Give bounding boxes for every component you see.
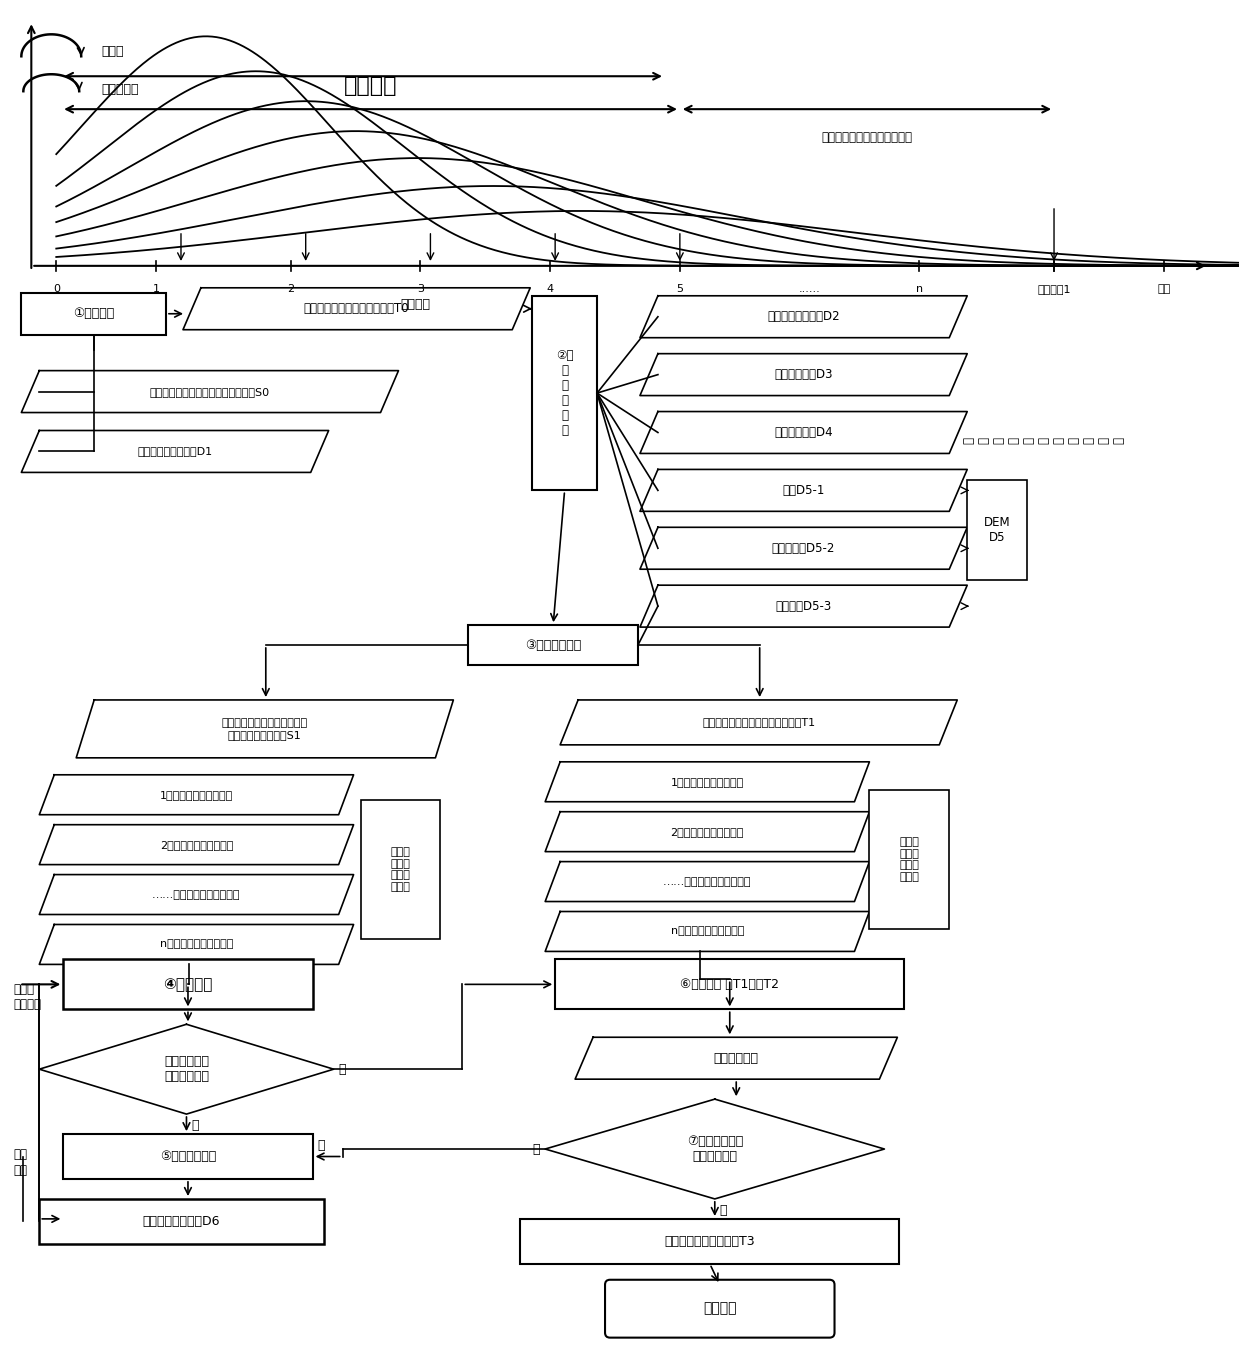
Text: 修正: 修正 (14, 1165, 27, 1178)
Polygon shape (640, 296, 967, 338)
Polygon shape (40, 774, 353, 815)
Polygon shape (40, 824, 353, 865)
FancyBboxPatch shape (63, 959, 312, 1009)
FancyBboxPatch shape (40, 1198, 324, 1244)
Polygon shape (546, 812, 869, 851)
Text: 2: 2 (288, 284, 294, 293)
Text: DEM
D5: DEM D5 (983, 516, 1011, 544)
Text: 模型精度检验
是否符合要求: 模型精度检验 是否符合要求 (164, 1055, 210, 1084)
FancyBboxPatch shape (361, 800, 440, 939)
Polygon shape (640, 469, 967, 511)
Polygon shape (560, 700, 957, 744)
Text: 待计算目标树种小班分布数据T0: 待计算目标树种小班分布数据T0 (304, 303, 409, 315)
FancyBboxPatch shape (532, 296, 596, 490)
Polygon shape (21, 431, 329, 473)
FancyBboxPatch shape (521, 1219, 899, 1263)
Polygon shape (40, 924, 353, 965)
Text: ……年树高、胸径小班分布: ……年树高、胸径小班分布 (153, 889, 241, 900)
Text: 太阳辐射量D5-2: 太阳辐射量D5-2 (773, 542, 836, 555)
Text: 各小班
经营管
理与自
然因子: 各小班 经营管 理与自 然因子 (391, 847, 410, 892)
Text: 1: 1 (153, 284, 160, 293)
Text: 外业调查结果数据D6: 外业调查结果数据D6 (143, 1215, 221, 1228)
Text: 历史目标树种树高、胸径与小班面积S0: 历史目标树种树高、胸径与小班面积S0 (150, 386, 270, 397)
Polygon shape (21, 370, 398, 412)
Text: 更新年度: 更新年度 (401, 297, 430, 311)
Text: 否: 否 (191, 1119, 198, 1132)
Polygon shape (546, 1100, 884, 1198)
Text: 是: 是 (719, 1204, 728, 1217)
FancyBboxPatch shape (63, 1133, 312, 1179)
Polygon shape (40, 874, 353, 915)
Polygon shape (640, 585, 967, 627)
FancyBboxPatch shape (967, 481, 1027, 580)
Text: n年树高、胸径小班分布: n年树高、胸径小班分布 (160, 939, 233, 950)
Text: 调查年度1: 调查年度1 (1038, 284, 1071, 293)
Text: 否: 否 (533, 1143, 541, 1155)
Text: 1年树高、胸径小班分布: 1年树高、胸径小班分布 (671, 777, 744, 786)
Text: ⑦检查成果数据
是否满足要求: ⑦检查成果数据 是否满足要求 (687, 1135, 743, 1163)
Text: 2年树高、胸径小班分布: 2年树高、胸径小班分布 (160, 840, 233, 850)
Text: 各小班
经营管
理与自
然因子: 各小班 经营管 理与自 然因子 (899, 838, 919, 882)
Text: 地形信息D5-3: 地形信息D5-3 (775, 600, 832, 612)
Text: 生成更新年度成果数据T3: 生成更新年度成果数据T3 (665, 1235, 755, 1248)
Text: 生物气候变量D4: 生物气候变量D4 (774, 426, 833, 439)
Text: 是: 是 (339, 1063, 346, 1075)
Polygon shape (640, 412, 967, 454)
FancyBboxPatch shape (469, 626, 637, 665)
Text: 土壤分布数据D3: 土壤分布数据D3 (774, 367, 833, 381)
Text: ①数据提取: ①数据提取 (73, 307, 114, 320)
Polygon shape (40, 1024, 334, 1115)
Text: ④模型训练: ④模型训练 (164, 977, 212, 992)
FancyBboxPatch shape (605, 1279, 835, 1337)
Text: 待计算小班按树种、年龄分层数据T1: 待计算小班按树种、年龄分层数据T1 (702, 717, 815, 727)
Text: 4: 4 (547, 284, 554, 293)
Text: n: n (916, 284, 923, 293)
FancyBboxPatch shape (556, 959, 904, 1009)
FancyBboxPatch shape (21, 293, 166, 335)
Text: 经
营
管
理
与
自
然
环
境
因
子: 经 营 管 理 与 自 然 环 境 因 子 (962, 436, 1126, 444)
FancyBboxPatch shape (869, 790, 950, 929)
Polygon shape (76, 700, 454, 758)
Text: 3: 3 (417, 284, 424, 293)
Text: 待计算年度森林资源分布数据: 待计算年度森林资源分布数据 (821, 131, 911, 145)
Text: ……年树高、胸径小班分布: ……年树高、胸径小班分布 (663, 877, 751, 886)
Text: 目标树种按年龄分层小班数据
（来源于调查数据）S1: 目标树种按年龄分层小班数据 （来源于调查数据）S1 (222, 719, 308, 740)
Text: 0: 0 (53, 284, 60, 293)
Text: 计算完成: 计算完成 (703, 1302, 737, 1316)
Polygon shape (184, 288, 531, 330)
Text: ⑥模型计算 由T1生成T2: ⑥模型计算 由T1生成T2 (681, 978, 779, 990)
Polygon shape (546, 862, 869, 901)
Text: ③小班数据分层: ③小班数据分层 (525, 639, 582, 651)
Text: 计算流: 计算流 (102, 45, 124, 58)
Text: 评价与校验: 评价与校验 (102, 82, 139, 96)
Text: 模型: 模型 (14, 1147, 27, 1161)
Text: 经营管理抚育数据D2: 经营管理抚育数据D2 (768, 311, 839, 323)
Text: ⑤模型精度修正: ⑤模型精度修正 (160, 1150, 216, 1163)
Text: 抽取数据: 抽取数据 (14, 998, 41, 1011)
Polygon shape (640, 527, 967, 569)
Text: 流域D5-1: 流域D5-1 (782, 484, 825, 497)
Text: ②地
理
区
域
统
计: ②地 理 区 域 统 计 (556, 349, 573, 438)
Text: 异常数据修正: 异常数据修正 (714, 1051, 759, 1065)
Text: n年树高、胸径小班分布: n年树高、胸径小班分布 (671, 927, 744, 936)
Text: 调查周期: 调查周期 (343, 76, 397, 96)
Text: 按年度: 按年度 (14, 984, 35, 996)
Text: 1年树高、胸径小班分布: 1年树高、胸径小班分布 (160, 790, 233, 800)
Text: 5: 5 (676, 284, 683, 293)
Text: 年度: 年度 (1157, 284, 1171, 293)
Polygon shape (546, 912, 869, 951)
Polygon shape (546, 762, 869, 801)
Polygon shape (575, 1038, 898, 1079)
Text: 是: 是 (317, 1139, 325, 1151)
Text: ......: ...... (799, 284, 821, 293)
Text: 2年树高、胸径小班分布: 2年树高、胸径小班分布 (671, 827, 744, 836)
Text: 目标树伐区调查数据D1: 目标树伐区调查数据D1 (138, 446, 212, 457)
Polygon shape (640, 354, 967, 396)
